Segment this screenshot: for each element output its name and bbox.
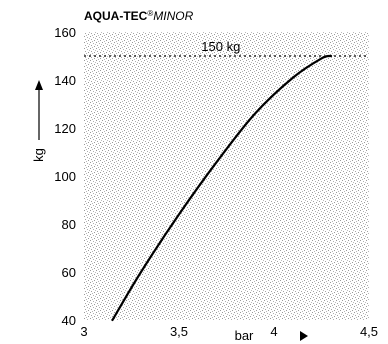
- x-axis-arrowhead-icon: [300, 331, 308, 341]
- y-tick-label: 120: [54, 121, 76, 136]
- y-tick-label: 140: [54, 73, 76, 88]
- chart-title: AQUA-TEC®MINOR: [84, 9, 194, 23]
- y-axis-title: kg: [31, 80, 46, 162]
- x-axis-ticks: 3 3,5 4 4,5: [80, 324, 378, 339]
- y-axis-label: kg: [31, 148, 46, 162]
- title-registered-mark: ®: [147, 9, 153, 18]
- x-axis-label: bar: [235, 328, 254, 343]
- y-tick-label: 40: [62, 313, 76, 328]
- plot-area: [84, 32, 369, 320]
- series-line: [111, 54, 333, 322]
- y-tick-label: 100: [54, 169, 76, 184]
- title-model: MINOR: [153, 9, 193, 23]
- y-tick-label: 80: [62, 217, 76, 232]
- y-tick-label: 160: [54, 25, 76, 40]
- x-axis-title: bar: [235, 328, 308, 343]
- reference-label: 150 kg: [201, 39, 240, 54]
- y-axis-ticks: 40 60 80 100 120 140 160: [54, 25, 76, 328]
- x-tick-label: 4,5: [360, 324, 378, 339]
- y-tick-label: 60: [62, 265, 76, 280]
- y-axis-arrowhead-icon: [35, 80, 43, 90]
- x-tick-label: 4: [270, 324, 277, 339]
- title-brand: AQUA-TEC: [84, 9, 148, 23]
- x-tick-label: 3,5: [170, 324, 188, 339]
- x-tick-label: 3: [80, 324, 87, 339]
